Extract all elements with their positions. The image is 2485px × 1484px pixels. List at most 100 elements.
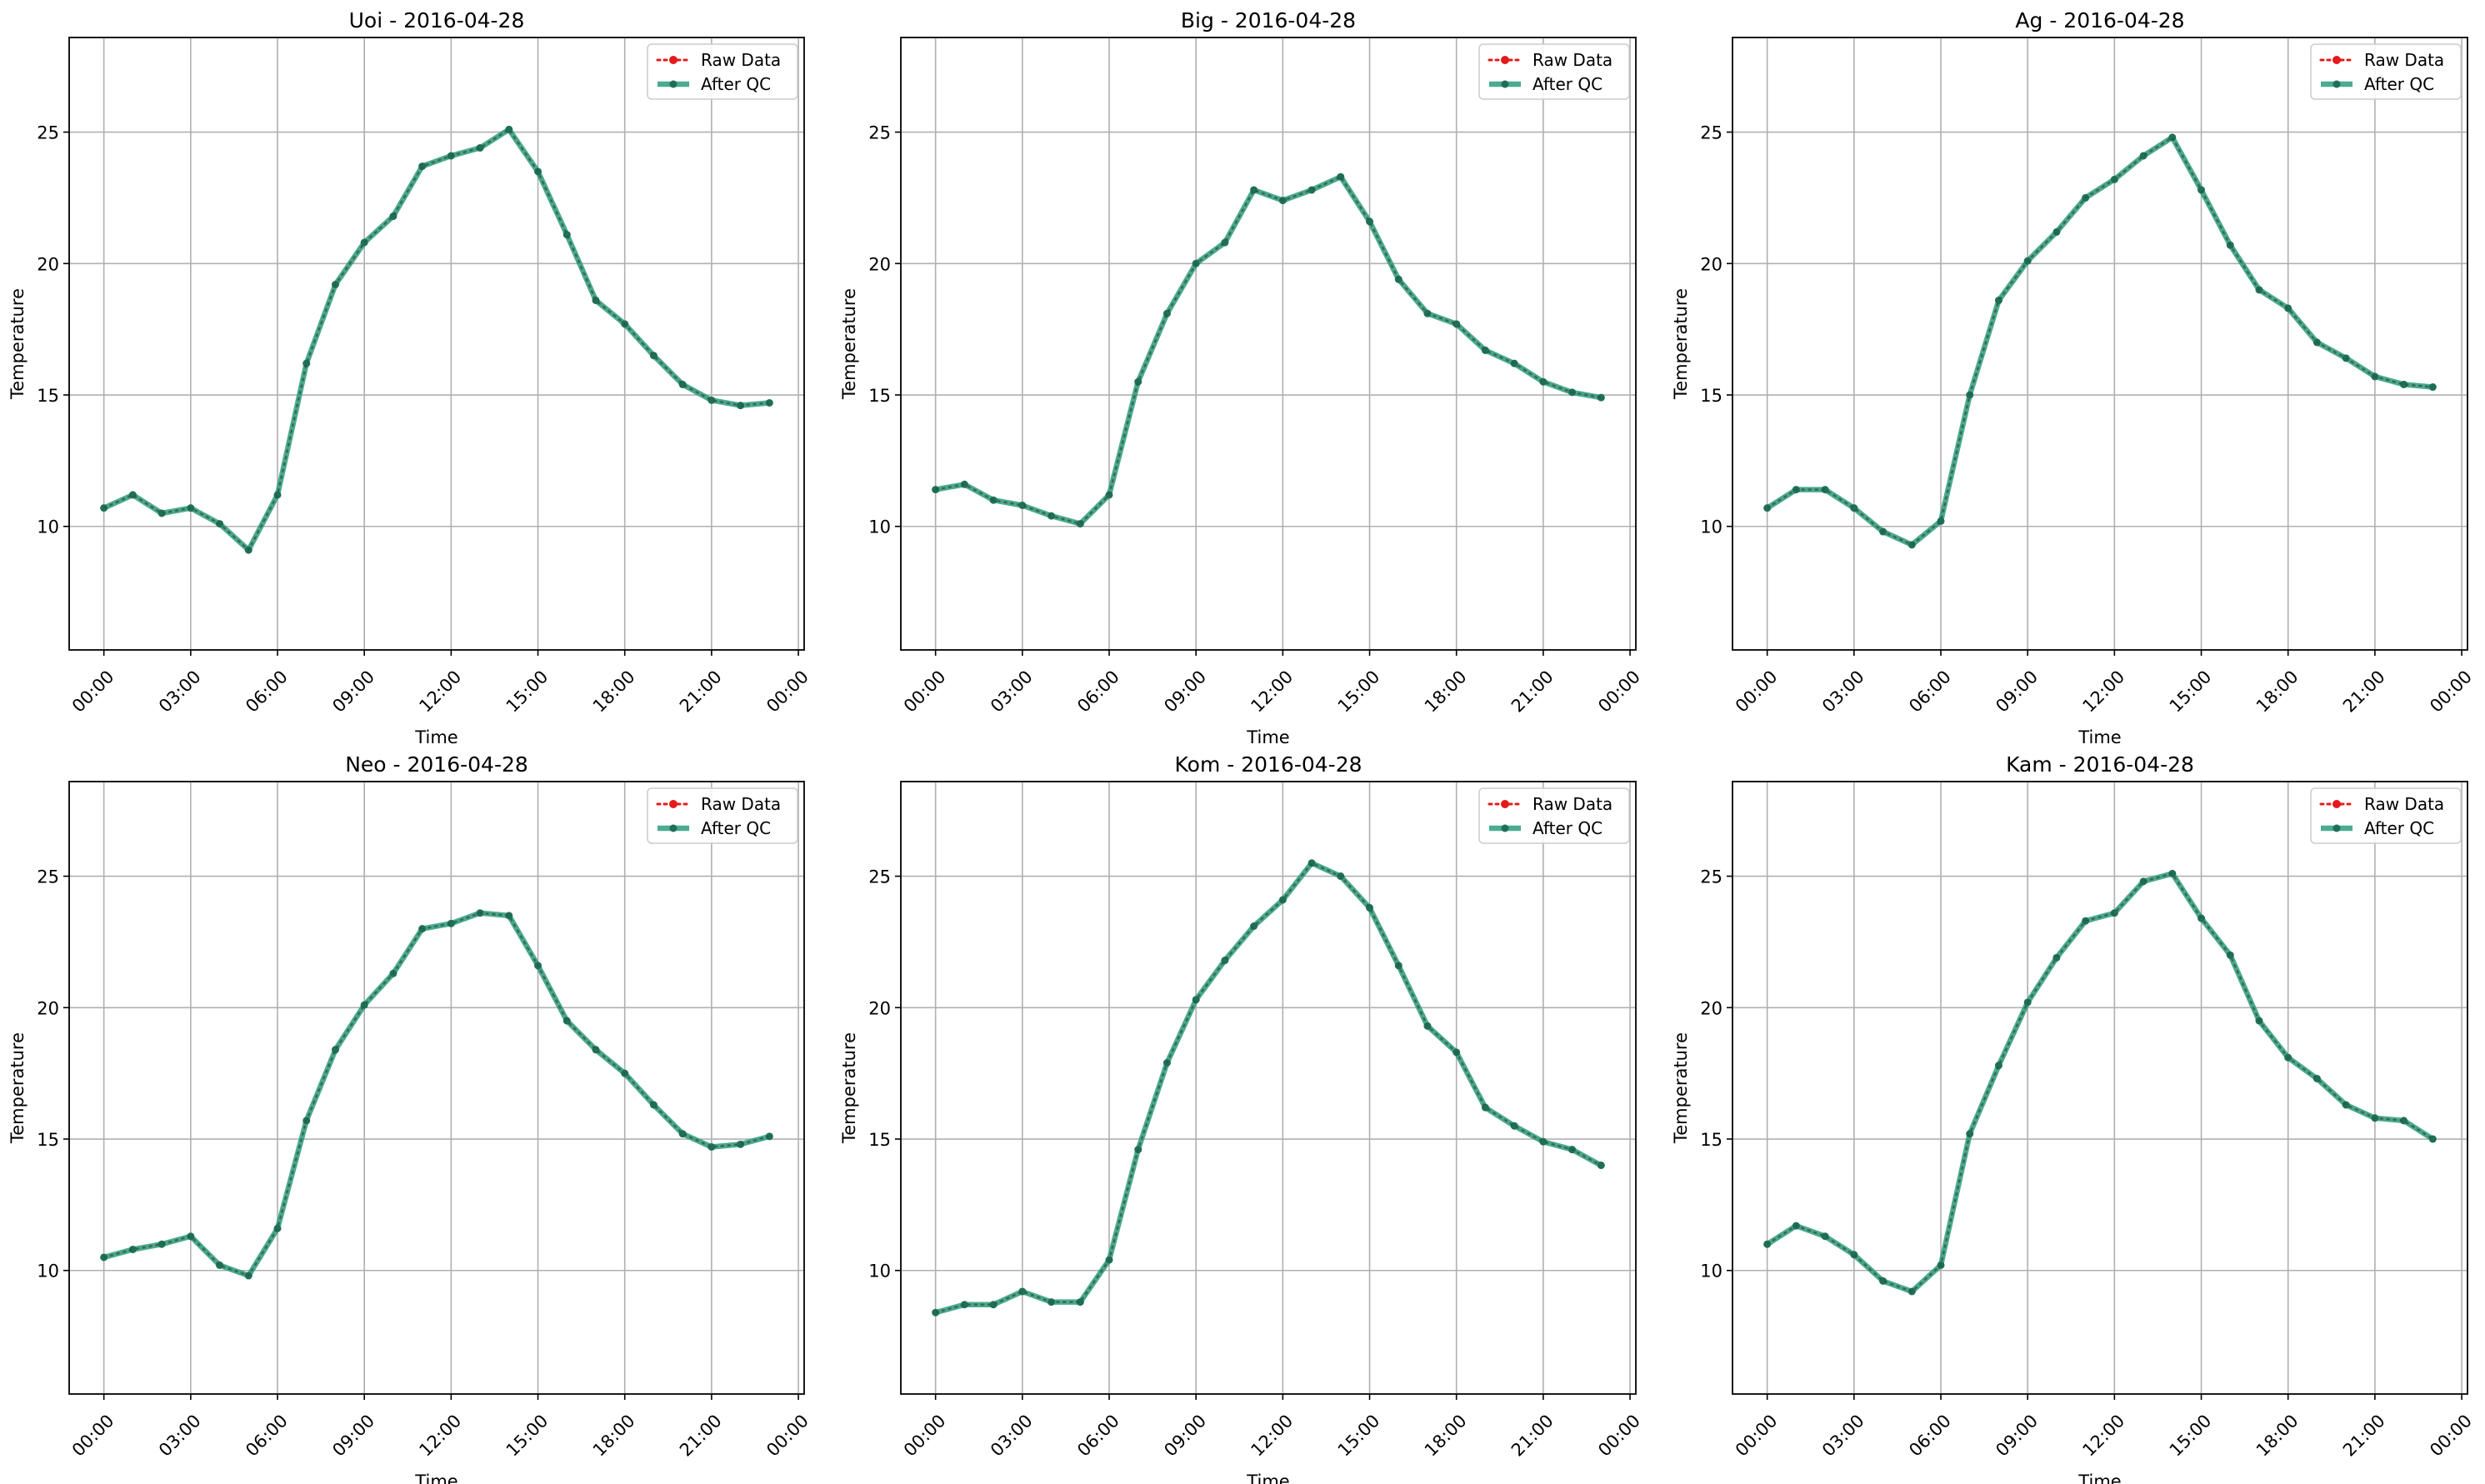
legend-marker-after-qc — [669, 80, 678, 88]
data-point-after-qc — [960, 480, 968, 488]
data-point-after-qc — [2168, 133, 2177, 142]
legend-label-raw: Raw Data — [701, 50, 781, 70]
y-tick-label: 15 — [37, 1130, 59, 1150]
chart-panel: 00:00 03:00 06:00 09:00 12:00 15:00 18:00 21:00… — [1671, 752, 2476, 1484]
x-axis-label: Time — [2078, 1472, 2121, 1484]
data-point-after-qc — [2400, 380, 2408, 388]
data-point-after-qc — [2226, 951, 2234, 959]
data-point-after-qc — [708, 1142, 716, 1151]
y-tick-label: 25 — [37, 867, 59, 887]
x-tick-label: 00:00 — [900, 667, 950, 717]
x-axis-label: Time — [414, 1472, 458, 1484]
y-tick-label: 25 — [37, 123, 59, 143]
data-point-after-qc — [1966, 1130, 1974, 1138]
x-tick-label: 21:00 — [2339, 1411, 2389, 1461]
y-tick-label: 15 — [1700, 1130, 1722, 1150]
y-axis-label: Temperature — [839, 1032, 859, 1144]
x-tick-label: 21:00 — [1508, 1411, 1558, 1461]
series-line-after-qc — [1765, 871, 2435, 1295]
data-point-after-qc — [678, 1130, 687, 1138]
x-tick-label: 03:00 — [987, 1411, 1037, 1461]
x-tick-label: 15:00 — [2166, 1411, 2216, 1461]
legend-label-raw: Raw Data — [2364, 50, 2444, 70]
data-point-after-qc — [1162, 309, 1171, 317]
x-tick-label: 21:00 — [676, 1411, 726, 1461]
y-tick-label: 10 — [37, 517, 59, 537]
legend-marker-after-qc — [669, 824, 678, 832]
chart-title: Uoi - 2016-04-28 — [349, 8, 525, 32]
data-point-after-qc — [2342, 1101, 2350, 1109]
x-tick-label: 18:00 — [1421, 667, 1471, 717]
y-tick-label: 15 — [37, 386, 59, 406]
chart-title: Kom - 2016-04-28 — [1175, 752, 1362, 777]
series-line-raw-overlay — [103, 912, 770, 1277]
legend-marker-after-qc — [2332, 80, 2341, 88]
x-tick-label: 00:00 — [1594, 667, 1644, 717]
axes-frame — [900, 37, 1637, 651]
data-point-after-qc — [1908, 1287, 1916, 1296]
data-point-after-qc — [1076, 520, 1084, 528]
x-tick-label: 09:00 — [328, 667, 378, 717]
chart-panel: 00:00 03:00 06:00 09:00 12:00 15:00 18:00 21:00… — [839, 8, 1644, 747]
series-line-after-qc — [102, 910, 771, 1279]
y-tick-label: 20 — [868, 998, 891, 1018]
x-tick-label: 00:00 — [762, 1411, 812, 1461]
chart-title: Big - 2016-04-28 — [1181, 8, 1356, 32]
x-tick-label: 12:00 — [1247, 667, 1297, 717]
data-point-after-qc — [1908, 541, 1916, 549]
data-point-after-qc — [562, 231, 571, 239]
series-line-after-qc — [935, 173, 1602, 527]
data-point-after-qc — [765, 398, 773, 407]
data-point-after-qc — [1250, 186, 1258, 194]
axes-frame — [1732, 37, 2468, 651]
series-line-raw — [102, 127, 771, 552]
data-point-after-qc — [418, 162, 427, 171]
y-axis-label: Temperature — [1671, 1032, 1691, 1144]
y-tick-label: 10 — [1700, 1262, 1722, 1282]
data-point-after-qc — [100, 1253, 108, 1262]
x-tick-label: 12:00 — [1247, 1411, 1297, 1461]
legend-marker-raw — [2332, 800, 2341, 808]
chart-title: Ag - 2016-04-28 — [2015, 8, 2184, 32]
legend-label-after-qc: After QC — [2364, 818, 2434, 838]
series-line-raw-overlay — [1767, 136, 2433, 546]
data-point-after-qc — [1134, 377, 1142, 386]
axes-frame — [68, 781, 805, 1395]
x-tick-label: 21:00 — [2339, 667, 2389, 717]
y-tick-label: 10 — [868, 1262, 891, 1282]
x-tick-label: 00:00 — [1732, 1411, 1782, 1461]
grid — [901, 37, 1636, 650]
chart-panel: 00:00 03:00 06:00 09:00 12:00 15:00 18:00 21:00… — [839, 752, 1644, 1484]
y-axis-label: Temperature — [839, 288, 859, 400]
data-point-after-qc — [273, 491, 282, 499]
series-line-raw — [934, 175, 1602, 526]
data-point-after-qc — [447, 919, 455, 927]
y-tick-label: 25 — [1700, 123, 1722, 143]
series-line-raw-overlay — [935, 862, 1602, 1314]
x-tick-label: 18:00 — [2252, 667, 2302, 717]
x-tick-label: 00:00 — [900, 1411, 950, 1461]
series-line-raw — [1766, 135, 2434, 547]
chart-panel: 00:00 03:00 06:00 09:00 12:00 15:00 18:00 21:00… — [8, 752, 812, 1484]
legend: Raw Data After QC — [1478, 787, 1630, 844]
legend: Raw Data After QC — [2310, 43, 2462, 100]
data-point-after-qc — [2110, 909, 2118, 917]
data-point-after-qc — [2428, 383, 2437, 392]
legend: Raw Data After QC — [2310, 787, 2462, 844]
x-tick-label: 12:00 — [415, 1411, 465, 1461]
x-tick-label: 00:00 — [68, 667, 118, 717]
series-line-raw-overlay — [1767, 872, 2433, 1293]
series-line-raw — [1766, 872, 2434, 1293]
chart-title: Neo - 2016-04-28 — [345, 752, 528, 777]
data-point-after-qc — [2052, 953, 2061, 962]
x-tick-label: 18:00 — [1421, 1411, 1471, 1461]
x-tick-label: 06:00 — [1073, 1411, 1123, 1461]
data-point-after-qc — [2023, 998, 2032, 1007]
x-tick-label: 00:00 — [2426, 667, 2476, 717]
data-point-after-qc — [932, 486, 940, 494]
data-point-after-qc — [1994, 1062, 2002, 1070]
data-point-after-qc — [505, 912, 513, 920]
legend-label-raw: Raw Data — [2364, 794, 2444, 814]
y-tick-label: 25 — [868, 867, 891, 887]
data-point-after-qc — [1308, 859, 1316, 867]
